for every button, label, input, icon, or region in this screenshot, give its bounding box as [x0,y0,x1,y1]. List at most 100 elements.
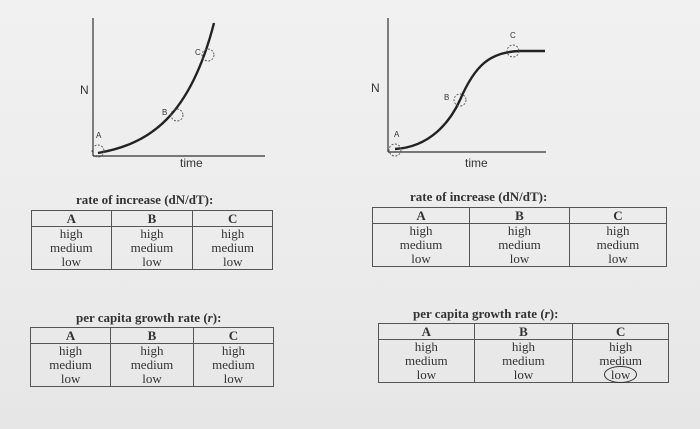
option-low: low [142,254,162,269]
column-header-b: B [473,323,574,340]
point-b-marker [453,93,467,107]
option-high: high [140,226,164,241]
cell-a: high medium low [371,223,471,267]
option-medium: medium [596,237,640,252]
option-high: high [59,226,83,241]
y-axis-label: N [80,83,89,97]
option-medium: medium [599,353,642,368]
option-low: low [411,251,431,266]
option-low: low [573,366,668,383]
title-prefix: per capita growth rate ( [413,306,545,321]
option-high: high [221,226,245,241]
table-title: rate of increase (dN/dT): [410,189,548,204]
point-c-label: C [510,31,516,40]
table-row: high medium low high medium low high medium lo… [378,339,669,383]
table-row: high medium low high medium low high medium lo… [31,226,273,270]
option-low: low [222,254,243,269]
y-axis-label: N [371,81,380,95]
column-header-b: B [469,207,570,224]
option-high: high [409,223,433,238]
column-header-a: A [371,207,471,224]
option-low: low [416,367,437,382]
column-header-b: B [110,210,194,227]
table-header-row: A B C [371,207,668,224]
option-high: high [140,343,164,358]
option-low: low [61,254,82,269]
growth-curve [394,49,545,151]
option-high: high [221,343,245,358]
rate-of-increase-table-left: A B C high medium low high medium low high me… [31,210,273,270]
option-high: high [59,343,83,358]
column-header-c: C [192,210,273,227]
cell-c: high medium low [568,223,668,267]
point-b-label: B [444,93,450,102]
title-suffix: ): [549,306,559,321]
exponential-graph [91,18,265,158]
title-variable: r [207,310,213,325]
option-high: high [414,339,438,354]
option-medium: medium [49,357,92,372]
graphs-canvas [91,18,546,158]
option-low: low [608,251,628,266]
point-c-marker [506,44,520,58]
cell-a: high medium low [31,226,112,270]
table-header-row: A B C [378,323,669,340]
point-b-marker [170,108,184,122]
column-header-c: C [568,207,668,224]
logistic-graph [387,18,546,157]
column-header-b: B [110,327,194,344]
option-medium: medium [498,237,541,252]
option-high: high [507,223,532,238]
option-low: low [60,371,81,386]
column-header-c: C [192,327,275,344]
column-header-a: A [31,210,112,227]
point-a-marker [388,143,402,157]
title-prefix: per capita growth rate ( [76,310,208,325]
option-medium: medium [212,357,255,372]
cell-b: high medium low [473,339,574,383]
point-c-marker [201,48,215,62]
table-row: high medium low high medium low high medium lo… [29,343,275,387]
cell-b: high medium low [110,226,194,270]
cell-a: high medium low [29,343,112,387]
option-low: low [223,371,244,386]
option-medium: medium [399,237,443,252]
per-capita-growth-table-right: A B C high medium low high medium low high me… [378,323,669,383]
option-high: high [606,223,630,238]
table-header-row: A B C [29,327,275,344]
point-c-label: C [195,48,201,57]
point-a-label: A [96,131,102,140]
cell-c: high medium low [572,339,669,383]
option-low: low [509,251,530,266]
column-header-c: C [572,323,669,340]
circled-answer: low [603,366,638,383]
point-a-marker [91,144,105,158]
x-axis-label: time [180,156,203,170]
x-axis-label: time [465,156,488,170]
column-header-a: A [29,327,112,344]
option-low: low [513,367,534,382]
title-suffix: ): [212,310,222,325]
option-medium: medium [49,240,93,255]
table-title: per capita growth rate (r): [76,310,221,326]
table-row: high medium low high medium low high medium lo… [371,223,668,267]
cell-b: high medium low [110,343,194,387]
option-medium: medium [405,353,448,368]
cell-c: high medium low [192,226,273,270]
option-medium: medium [130,357,174,372]
option-medium: medium [502,353,545,368]
point-a-label: A [394,130,400,139]
column-header-a: A [378,323,475,340]
cell-c: high medium low [192,343,275,387]
option-medium: medium [130,240,174,255]
rate-of-increase-table-right: A B C high medium low high medium low high me… [371,207,668,267]
cell-b: high medium low [469,223,570,267]
option-low: low [142,371,162,386]
point-b-label: B [162,108,168,117]
per-capita-growth-table-left: A B C high medium low high medium low high me… [29,327,275,387]
option-high: high [511,339,536,354]
table-header-row: A B C [31,210,273,227]
table-title: rate of increase (dN/dT): [76,192,214,207]
title-variable: r [544,306,550,321]
cell-a: high medium low [378,339,475,383]
